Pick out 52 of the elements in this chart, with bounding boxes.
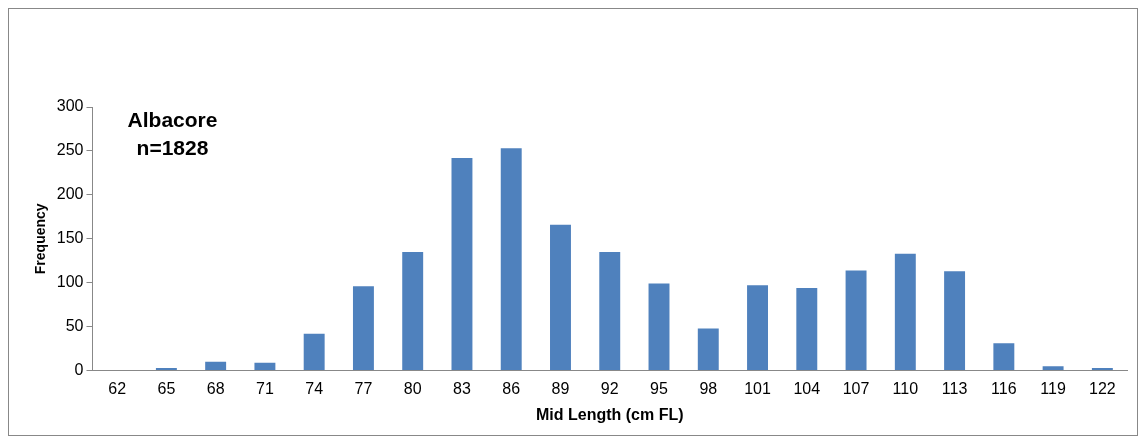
x-tick-label: 86 xyxy=(502,379,521,397)
x-tick-label: 95 xyxy=(650,379,669,397)
y-axis-title: Frequency xyxy=(32,203,49,275)
x-tick-label: 101 xyxy=(744,379,771,397)
x-axis-title: Mid Length (cm FL) xyxy=(535,405,684,423)
bar xyxy=(205,361,227,371)
y-tick-label: 100 xyxy=(56,273,84,291)
bar xyxy=(500,148,522,371)
x-tick-label: 68 xyxy=(206,379,225,397)
bar xyxy=(402,251,424,371)
x-tick-label: 119 xyxy=(1040,379,1066,397)
bar xyxy=(993,343,1015,371)
bar xyxy=(254,362,276,371)
bar xyxy=(155,367,177,371)
x-tick-label: 98 xyxy=(699,379,718,397)
y-tick-label: 150 xyxy=(56,229,84,247)
bar xyxy=(697,328,719,371)
bar xyxy=(352,286,374,371)
x-tick-label: 83 xyxy=(453,379,471,397)
y-tick-label: 300 xyxy=(56,97,84,115)
bar xyxy=(1091,367,1113,371)
y-tick-label: 0 xyxy=(74,361,84,379)
x-tick-label: 122 xyxy=(1089,379,1116,397)
bar xyxy=(303,333,325,371)
bar xyxy=(845,270,867,371)
bar xyxy=(796,288,818,371)
bar xyxy=(451,157,473,371)
x-tick-label: 104 xyxy=(793,379,821,397)
x-tick-label: 77 xyxy=(354,379,373,397)
y-tick-label: 200 xyxy=(56,185,84,203)
x-tick-label: 116 xyxy=(991,379,1017,397)
annotation: n=1828 xyxy=(136,136,209,160)
x-tick-label: 62 xyxy=(108,379,127,397)
x-tick-label: 80 xyxy=(403,379,422,397)
x-tick-label: 113 xyxy=(941,379,968,397)
x-tick-label: 89 xyxy=(551,379,570,397)
x-tick-label: 107 xyxy=(842,379,870,397)
annotation: Albacore xyxy=(127,108,218,132)
bar xyxy=(894,253,916,371)
x-tick-label: 110 xyxy=(892,379,919,397)
bar xyxy=(599,251,621,371)
x-tick-label: 92 xyxy=(600,379,619,397)
x-tick-label: 71 xyxy=(256,379,274,397)
bar xyxy=(550,224,571,371)
bar xyxy=(1042,366,1064,371)
bar xyxy=(747,285,768,371)
y-tick-label: 250 xyxy=(56,141,84,159)
x-tick-label: 74 xyxy=(305,379,324,397)
y-tick-label: 50 xyxy=(65,317,84,335)
bar xyxy=(944,271,966,371)
x-tick-label: 65 xyxy=(157,379,176,397)
bar xyxy=(648,283,670,371)
